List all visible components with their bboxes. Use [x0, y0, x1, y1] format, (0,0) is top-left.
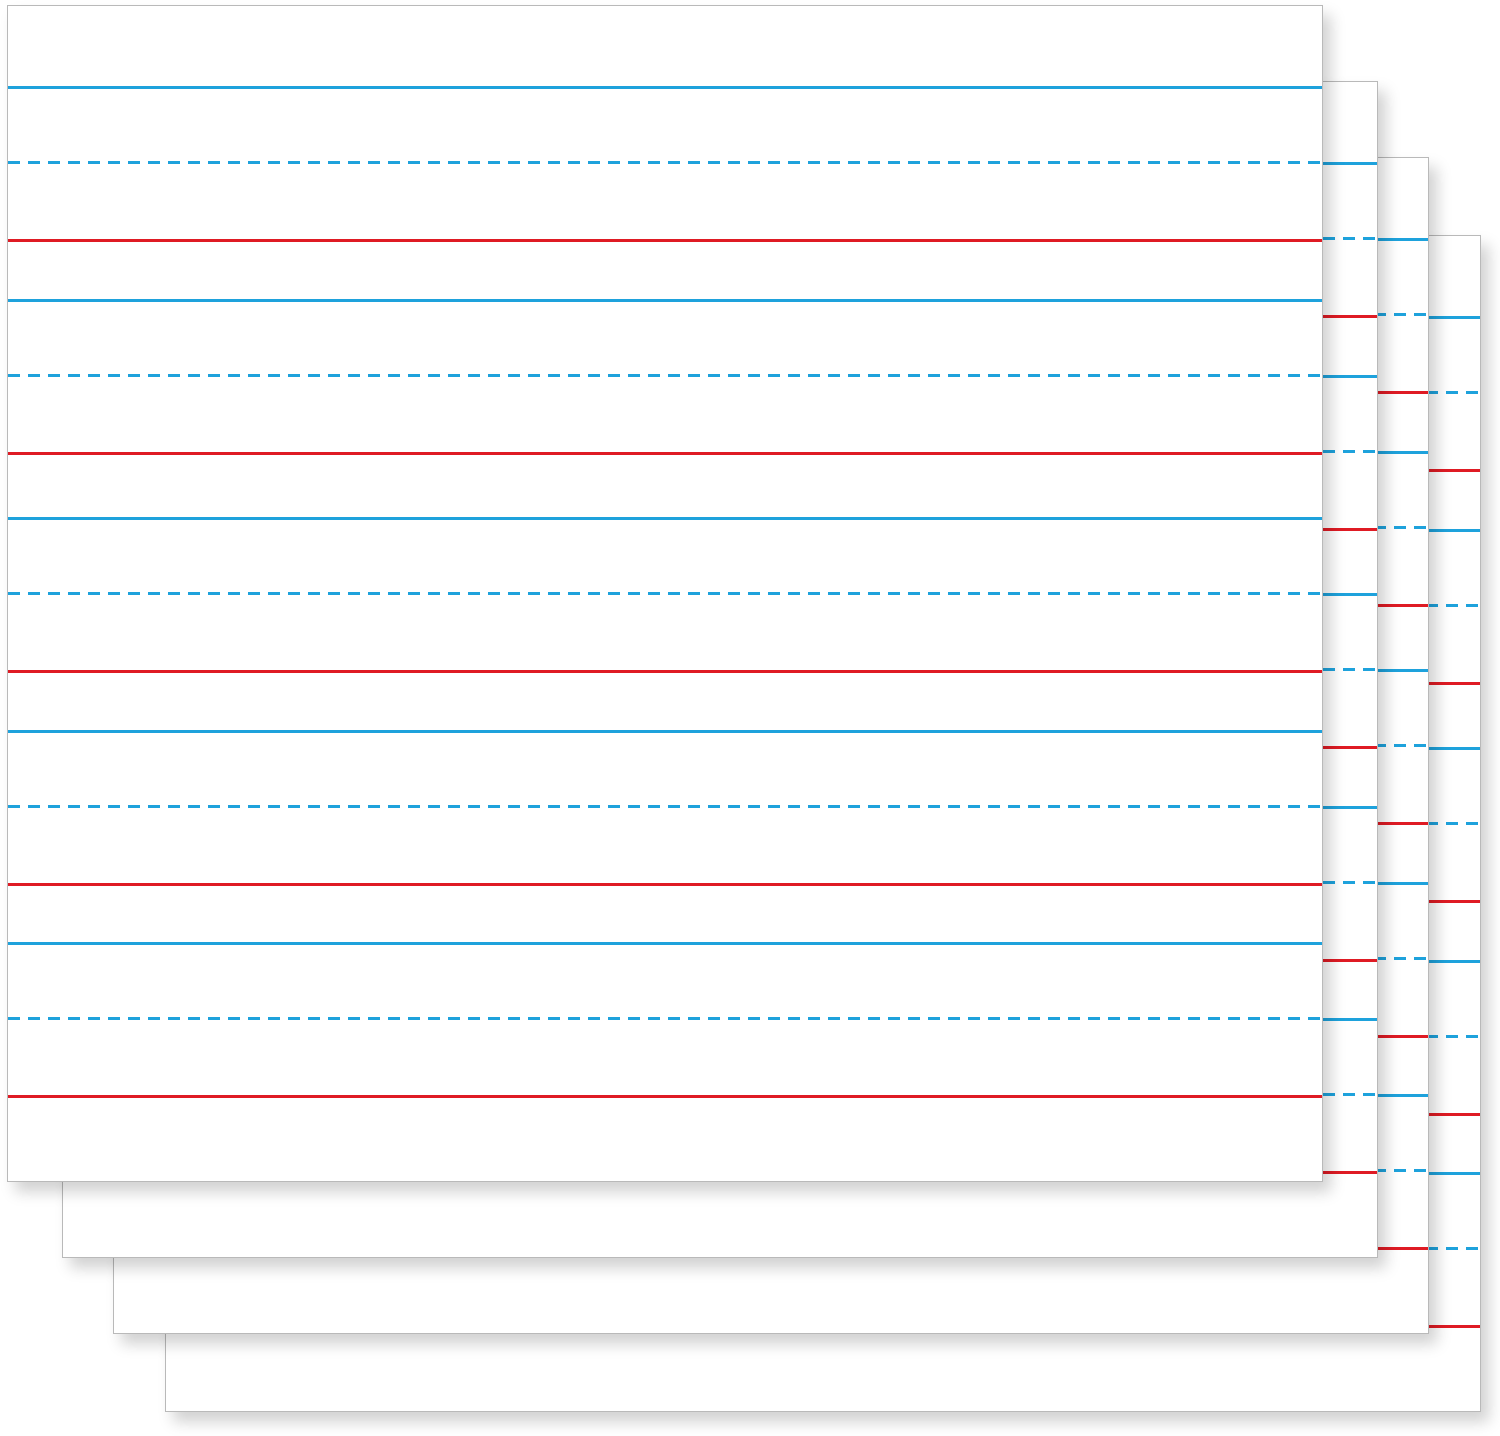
- red-solid-baseline: [8, 1095, 1322, 1098]
- blue-solid-top-line: [8, 517, 1322, 520]
- red-solid-baseline: [8, 451, 1322, 455]
- blue-dashed-midline: [8, 592, 1322, 595]
- blue-dashed-midline: [8, 373, 1322, 377]
- red-solid-baseline: [8, 883, 1322, 886]
- blue-dashed-midline: [8, 161, 1322, 164]
- red-solid-baseline: [8, 239, 1322, 242]
- paper-sheet-1: [7, 5, 1323, 1182]
- blue-dashed-midline: [8, 805, 1322, 808]
- blue-solid-top-line: [8, 298, 1322, 302]
- blue-dashed-midline: [8, 1017, 1322, 1020]
- blue-solid-top-line: [8, 730, 1322, 733]
- blue-solid-top-line: [8, 942, 1322, 945]
- blue-solid-top-line: [8, 86, 1322, 89]
- red-solid-baseline: [8, 670, 1322, 673]
